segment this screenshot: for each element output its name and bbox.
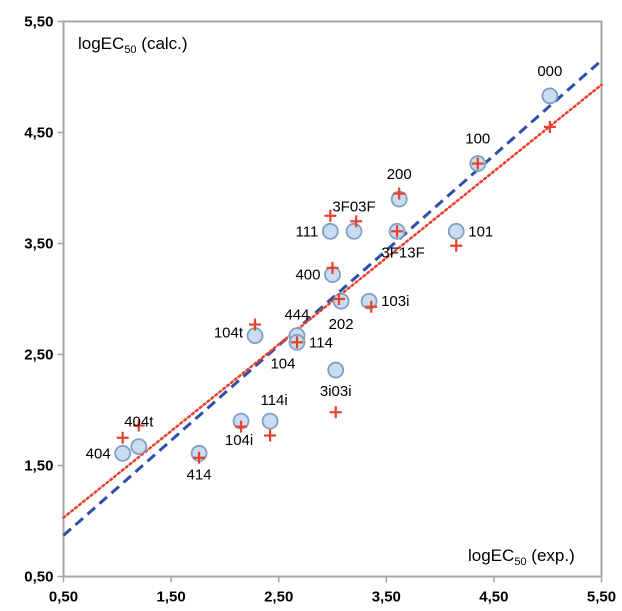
trendlines bbox=[62, 59, 603, 537]
data-point-plus bbox=[324, 209, 337, 222]
calc-series-plus-markers bbox=[116, 120, 556, 464]
data-point-plus bbox=[365, 300, 378, 313]
data-point-label: 104 bbox=[270, 355, 295, 372]
y-tick-label: 5,50 bbox=[24, 14, 53, 31]
calc-series-circles bbox=[114, 87, 559, 462]
data-point-circle bbox=[327, 361, 345, 379]
data-point-plus bbox=[450, 239, 463, 252]
y-tick-label: 0,50 bbox=[24, 569, 53, 586]
data-point-circle bbox=[447, 222, 465, 240]
data-point-label: 3i03i bbox=[320, 383, 352, 400]
x-axis-title-suffix: (exp.) bbox=[527, 546, 575, 565]
data-point-label: 202 bbox=[329, 316, 354, 333]
x-tick-label: 2,50 bbox=[264, 589, 293, 606]
trendline-dashed bbox=[62, 59, 603, 537]
data-point-label: 3F13F bbox=[381, 244, 424, 261]
data-point-label: 103i bbox=[381, 293, 409, 310]
trendline-dotted bbox=[62, 83, 603, 519]
data-point-label: 104t bbox=[214, 325, 244, 342]
y-axis-title-main: logEC bbox=[78, 34, 124, 53]
x-tick-label: 1,50 bbox=[156, 589, 185, 606]
y-tick-label: 1,50 bbox=[24, 458, 53, 475]
y-axis-title: logEC50 (calc.) bbox=[78, 34, 188, 56]
data-point-label: 444 bbox=[284, 307, 309, 324]
data-point-plus bbox=[332, 293, 345, 305]
data-point-label: 000 bbox=[537, 63, 562, 80]
data-point-plus bbox=[471, 157, 484, 170]
data-point-label: 414 bbox=[187, 466, 212, 483]
point-labels: 0001001012003F03F1113F13F400202103i44411… bbox=[86, 63, 563, 483]
data-point-circle bbox=[114, 444, 132, 462]
data-point-circle bbox=[360, 292, 378, 310]
y-axis-title-sub: 50 bbox=[124, 44, 136, 56]
data-point-plus bbox=[116, 431, 129, 444]
x-tick-label: 4,50 bbox=[479, 589, 508, 606]
data-point-label: 111 bbox=[296, 223, 319, 240]
data-point-plus bbox=[193, 451, 206, 464]
x-tick-label: 0,50 bbox=[49, 589, 78, 606]
y-tick-label: 2,50 bbox=[24, 347, 53, 364]
data-point-plus bbox=[326, 261, 339, 274]
x-axis-title-main: logEC bbox=[468, 546, 514, 565]
data-point-plus bbox=[391, 225, 404, 238]
y-axis-title-suffix: (calc.) bbox=[137, 34, 188, 53]
x-tick-label: 5,50 bbox=[587, 589, 616, 606]
data-point-label: 200 bbox=[387, 166, 412, 183]
data-point-circle bbox=[261, 412, 279, 430]
data-point-label: 404t bbox=[124, 414, 154, 431]
data-point-plus bbox=[249, 318, 262, 331]
y-tick-label: 4,50 bbox=[24, 125, 53, 142]
data-point-label: 404 bbox=[86, 445, 111, 462]
data-point-plus bbox=[290, 336, 303, 349]
data-point-label: 114i bbox=[260, 392, 287, 409]
x-tick-label: 3,50 bbox=[372, 589, 401, 606]
data-point-plus bbox=[329, 406, 342, 419]
data-point-plus bbox=[235, 420, 248, 433]
data-point-label: 104i bbox=[225, 432, 253, 449]
data-point-circle bbox=[321, 222, 339, 240]
x-axis-title-sub: 50 bbox=[514, 556, 526, 568]
data-point-label: 3F03F bbox=[332, 198, 375, 215]
data-point-plus bbox=[543, 120, 556, 133]
data-point-circle bbox=[130, 438, 148, 456]
data-point-label: 114 bbox=[309, 334, 333, 351]
data-point-plus bbox=[264, 429, 277, 442]
data-point-circle bbox=[541, 87, 559, 105]
data-point-label: 400 bbox=[295, 267, 320, 284]
data-point-circle bbox=[332, 292, 350, 310]
data-point-label: 100 bbox=[465, 131, 490, 148]
data-point-circle bbox=[345, 222, 363, 240]
data-point-plus bbox=[350, 215, 363, 228]
x-axis-title: logEC50 (exp.) bbox=[468, 546, 575, 568]
data-point-plus bbox=[132, 419, 145, 432]
x-axis-ticks: 0,50 1,50 2,50 3,50 4,50 5,50 bbox=[49, 576, 616, 606]
data-point-plus bbox=[393, 187, 406, 200]
y-tick-label: 3,50 bbox=[24, 236, 53, 253]
y-axis-ticks: 0,50 1,50 2,50 3,50 4,50 5,50 bbox=[24, 14, 64, 586]
data-point-label: 101 bbox=[468, 223, 493, 240]
